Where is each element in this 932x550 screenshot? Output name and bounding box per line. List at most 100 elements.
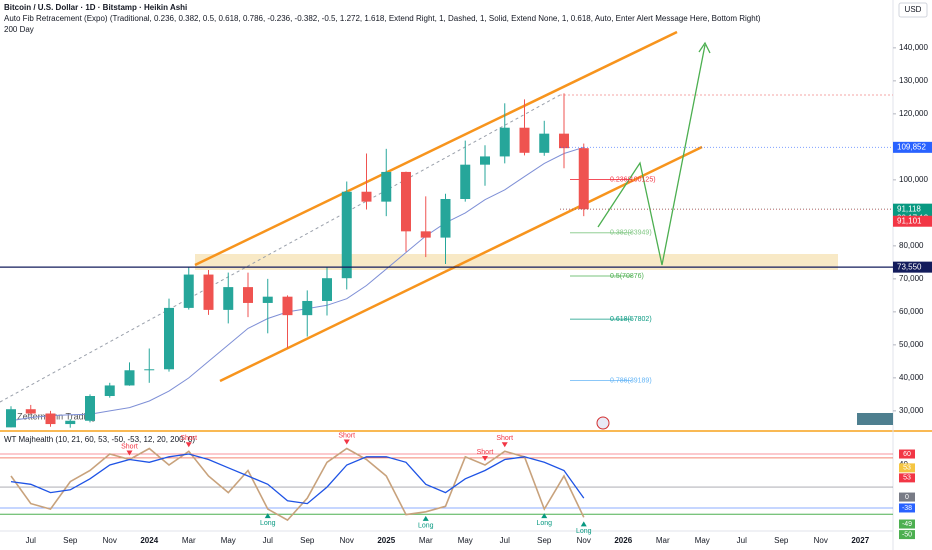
candle-body xyxy=(85,396,95,421)
y-tick-label: 40,000 xyxy=(899,373,924,382)
price-tag: 109,852 xyxy=(897,142,926,151)
x-tick-label: 2027 xyxy=(851,536,869,545)
candle-body xyxy=(361,191,372,202)
signal-label: Short xyxy=(496,435,513,442)
oscillator-title: WT Majhealth (10, 21, 60, 53, -50, -53, … xyxy=(4,435,195,444)
x-tick-label: Jul xyxy=(737,536,747,545)
candle-body xyxy=(124,370,135,386)
candle-body xyxy=(164,307,174,370)
projection-arrowhead xyxy=(698,41,711,54)
x-tick-label: 2025 xyxy=(377,536,395,545)
info-box xyxy=(857,413,893,425)
level-tag: 0 xyxy=(905,494,909,501)
signal-label: Long xyxy=(576,528,592,535)
x-tick-label: 2024 xyxy=(140,536,158,545)
x-tick-label: Sep xyxy=(63,536,78,545)
level-tag: 53 xyxy=(903,465,911,472)
candle-body xyxy=(262,296,273,303)
fib-label: 0.618(57802) xyxy=(610,316,652,323)
fib-label: 0.236(100125) xyxy=(610,176,656,183)
oscillator-line xyxy=(10,447,585,522)
price-tag-box xyxy=(893,261,932,273)
y-tick-label: 50,000 xyxy=(899,340,924,349)
level-tag-box xyxy=(899,463,915,473)
y-tick-label: 30,000 xyxy=(899,406,924,415)
signal-marker xyxy=(580,521,587,527)
price-tag-box xyxy=(893,215,932,227)
candle-body xyxy=(223,287,234,310)
x-tick-label: Sep xyxy=(537,536,552,545)
level-tag-box xyxy=(899,519,915,529)
signal-marker xyxy=(343,439,350,445)
x-tick-label: 2026 xyxy=(614,536,632,545)
candle-body xyxy=(480,156,490,165)
signal-label: Long xyxy=(536,520,552,527)
level-tag: -50 xyxy=(902,531,912,538)
level-tag-box xyxy=(899,473,915,483)
x-tick-label: Jul xyxy=(500,536,510,545)
candle-body xyxy=(322,278,332,301)
candle-body xyxy=(243,287,253,303)
channel-midline xyxy=(0,94,561,403)
candle-body xyxy=(144,369,155,371)
x-tick-label: May xyxy=(458,536,473,545)
candle-body xyxy=(302,300,313,316)
signal-label: Short xyxy=(338,432,355,439)
x-tick-label: Mar xyxy=(182,536,196,545)
y-tick-label: 130,000 xyxy=(899,76,928,85)
candle-body xyxy=(440,198,451,238)
price-tag-box xyxy=(893,141,932,153)
x-tick-label: May xyxy=(695,536,710,545)
price-tag: 91,101 xyxy=(897,216,922,225)
event-icon xyxy=(596,416,610,430)
fib-label: 0.786(39189) xyxy=(610,377,652,384)
level-tag: 60 xyxy=(903,451,911,458)
price-tag: 91,118 xyxy=(897,204,921,213)
y-tick-label: 100,000 xyxy=(899,175,928,184)
y-tick-label: 60,000 xyxy=(899,307,924,316)
signal-marker xyxy=(482,456,488,462)
candle-body xyxy=(578,148,589,210)
oscillator-line xyxy=(10,453,585,505)
signal-label: Long xyxy=(260,520,276,527)
y-tick-label: 140,000 xyxy=(899,43,928,52)
candle-body xyxy=(183,274,194,308)
candle-body xyxy=(559,133,569,149)
indicator-title: Auto Fib Retracement (Expo) (Traditional… xyxy=(4,14,761,23)
level-tag: 53 xyxy=(903,475,911,482)
candle-body xyxy=(282,296,293,316)
level-tag-box xyxy=(899,492,915,502)
x-tick-label: Sep xyxy=(300,536,315,545)
x-tick-label: Jul xyxy=(26,536,36,545)
level-tag: -49 xyxy=(902,521,912,528)
fib-label: 0.382(83949) xyxy=(610,230,652,237)
level-tag: -38 xyxy=(902,505,912,512)
candle-body xyxy=(381,171,392,202)
signal-marker xyxy=(185,442,192,448)
x-tick-label: Nov xyxy=(340,536,354,545)
currency-box xyxy=(898,2,928,18)
signal-label: Long xyxy=(418,523,434,530)
chart-title: Bitcoin / U.S. Dollar · 1D · Bitstamp · … xyxy=(4,3,187,12)
fib-label: 0.5(70876) xyxy=(610,273,644,280)
candle-body xyxy=(401,171,411,232)
x-tick-label: Mar xyxy=(419,536,433,545)
signal-marker xyxy=(422,515,429,521)
candle-body xyxy=(104,385,115,397)
x-tick-label: Nov xyxy=(577,536,591,545)
candle-body xyxy=(460,164,471,199)
x-tick-label: Mar xyxy=(656,536,670,545)
candle-body xyxy=(519,127,530,153)
y-tick-label: 80,000 xyxy=(899,241,924,250)
x-tick-label: May xyxy=(221,536,236,545)
candle-body xyxy=(420,231,431,238)
signal-marker xyxy=(501,442,508,448)
candle-body xyxy=(25,409,36,414)
signal-marker xyxy=(541,513,548,519)
candle-body xyxy=(45,413,56,425)
candle-body xyxy=(539,133,550,153)
signal-label: Short xyxy=(180,435,197,442)
currency: USD xyxy=(905,5,922,14)
